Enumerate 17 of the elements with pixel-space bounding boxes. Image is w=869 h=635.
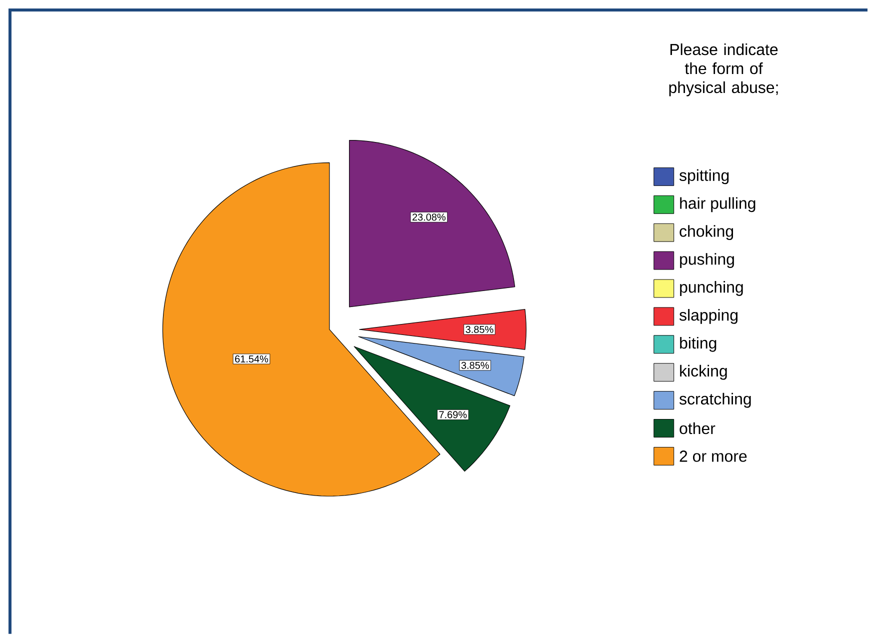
data-label: 23.08%	[412, 213, 446, 220]
data-label: 3.85%	[466, 326, 494, 333]
legend-title: Please indicate the form of physical abuse;	[669, 43, 778, 96]
legend-label: slapping	[679, 308, 738, 324]
legend-label: kicking	[680, 364, 727, 380]
legend-label: pushing	[680, 252, 734, 268]
data-label: 3.85%	[461, 362, 489, 369]
legend-label: 2 or more	[680, 450, 747, 462]
legend-label: hair pulling	[680, 197, 756, 212]
legend-label: choking	[680, 224, 734, 240]
legend-label: biting	[680, 336, 716, 352]
legend-label: other	[680, 422, 716, 434]
legend-label: scratching	[679, 392, 751, 408]
legend-label: punching	[680, 280, 743, 296]
data-label: 7.69%	[439, 410, 467, 418]
legend-label: spitting	[679, 169, 729, 184]
data-label: 61.54%	[235, 355, 268, 362]
